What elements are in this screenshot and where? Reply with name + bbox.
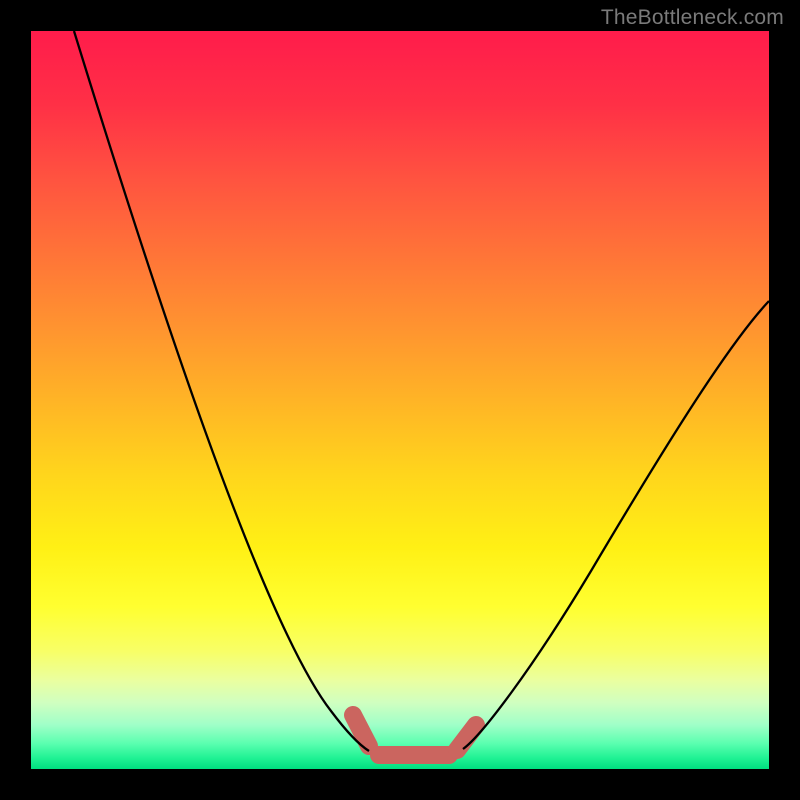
bottom-highlight — [353, 715, 476, 755]
plot-area — [31, 31, 769, 769]
curve-right — [463, 301, 769, 749]
curve-layer — [31, 31, 769, 769]
watermark-text: TheBottleneck.com — [601, 6, 784, 30]
curve-left — [74, 31, 369, 751]
